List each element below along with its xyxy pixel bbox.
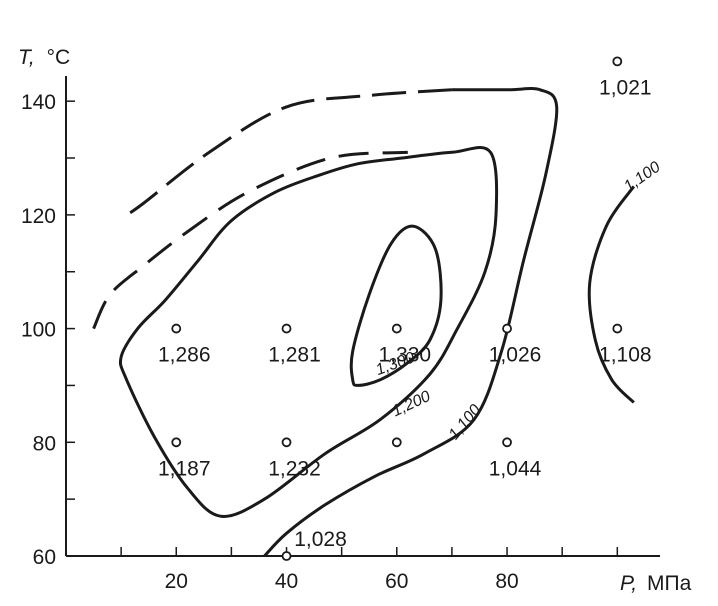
data-point [502,323,512,334]
x-tick-label: 80 [495,570,518,593]
y-axis-unit: °C [47,46,71,69]
data-point-label: 1,108 [599,344,652,367]
data-point-label: 1,286 [158,344,211,367]
x-axis-unit: МПа [647,572,692,595]
data-point [281,551,292,561]
contour-label: 1,100 [446,401,485,443]
y-tick-label: 100 [21,319,56,342]
y-tick-label: 120 [21,205,56,228]
contour-1-300-solid [349,224,443,387]
data-point-label: 1,330 [379,344,432,367]
data-point [171,437,182,448]
data-point [502,437,512,448]
contour-label: 1,100 [621,159,664,196]
y-tick-label: 80 [33,432,56,455]
x-axis-title: P, МПа [620,572,692,595]
contour-1-100-solid [263,87,559,558]
data-point-label: 1,187 [158,457,211,480]
data-point-label: 1,028 [294,528,347,551]
x-tick-label: 60 [385,570,408,593]
x-axis-symbol: P, [620,572,637,595]
data-point-label: 1,281 [268,344,321,367]
data-point [612,56,623,67]
data-point-label: 1,026 [489,344,542,367]
y-tick-label: 60 [33,546,56,569]
data-point [391,323,402,334]
contour-1-100-solid [587,185,636,404]
x-tick-label: 40 [275,570,298,593]
x-tick-label: 20 [165,570,188,593]
data-point-label: 1,044 [489,457,542,480]
data-point-label: 1,232 [268,457,321,480]
data-point [281,323,292,334]
contours [92,87,636,558]
y-axis-symbol: T, [18,46,35,69]
data-point [391,437,402,448]
data-point [612,323,623,334]
y-axis-title: T, °C [18,46,70,69]
contour-1-100-dashed [125,88,452,217]
data-point [281,437,292,448]
contour-1-200-solid [118,145,499,518]
axes [65,76,660,557]
y-tick-label: 140 [21,91,56,114]
data-point [171,323,182,334]
data-point-label: 1,021 [599,76,652,99]
data-points: 1,286 1,281 1,330 1,026 1,108 1,187 1,232 1,044… [158,56,652,561]
ticks: 20 40 60 80 60 80 100 120 140 [21,91,619,593]
contour-1-100-dashed-inner [92,150,408,330]
